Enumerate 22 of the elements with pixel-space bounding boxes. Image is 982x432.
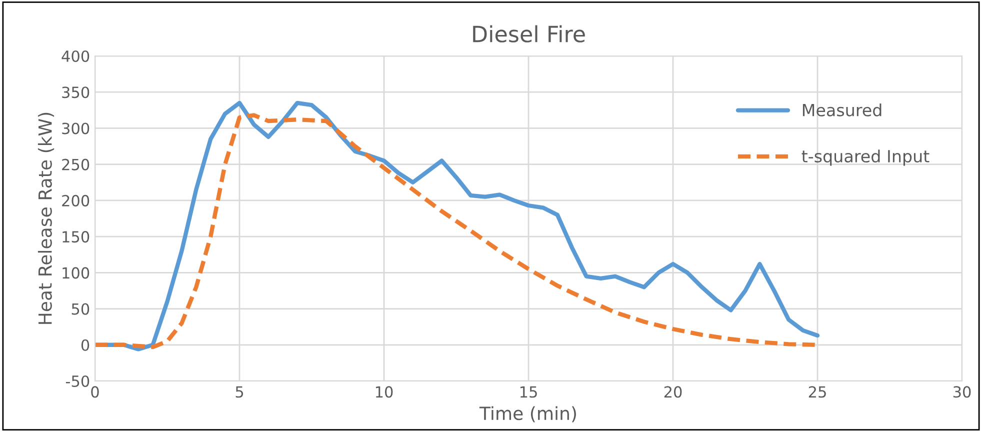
legend-label: Measured [802,104,882,116]
x-tick-label: 20 [664,386,682,398]
x-tick-label: 30 [953,386,971,398]
y-tick-label: 300 [62,122,90,134]
y-tick-label: 100 [62,267,90,279]
y-tick-label: 150 [62,231,90,243]
x-tick-label: 0 [91,386,99,398]
y-axis-title: Heat Release Rate (kW) [38,112,54,324]
x-tick-label: 25 [808,386,826,398]
y-tick-label: 350 [62,86,90,98]
y-tick-label: 250 [62,158,90,170]
chart-title: Diesel Fire [473,25,585,42]
x-axis-title: Time (min) [479,406,576,422]
y-tick-label: -50 [66,375,90,388]
y-tick-label: 400 [62,50,90,62]
y-tick-label: 0 [81,339,90,351]
y-tick-label: 200 [62,194,90,206]
x-tick-label: 15 [520,386,537,398]
y-tick-label: 50 [72,303,90,315]
legend-label: t-squared Input [802,150,930,166]
x-tick-label: 10 [376,386,393,398]
x-tick-label: 5 [236,386,244,398]
